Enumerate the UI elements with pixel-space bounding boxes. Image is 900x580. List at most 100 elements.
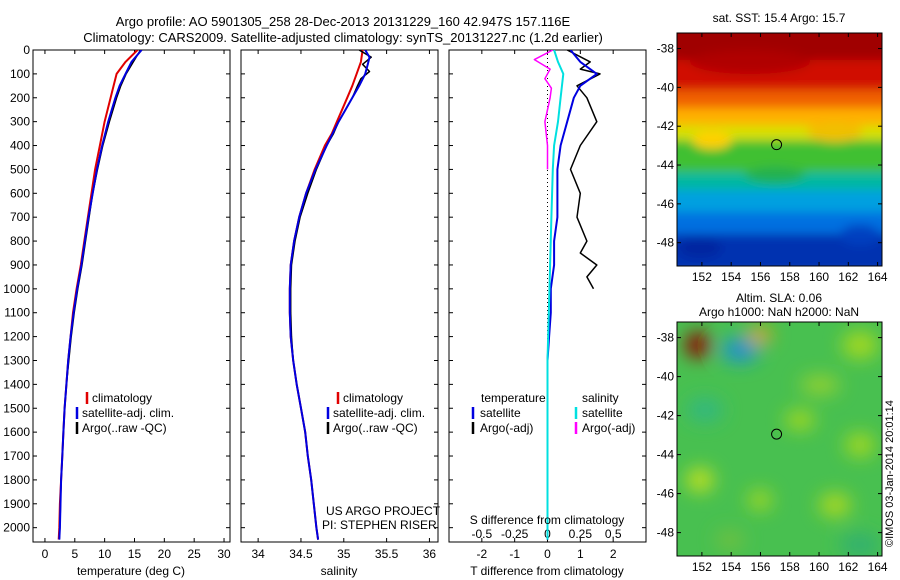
lon-tick-label: 164 bbox=[868, 270, 888, 284]
lon-tick-label: 152 bbox=[692, 560, 712, 574]
lat-tick-label: -38 bbox=[657, 42, 675, 56]
depth-tick-label: 1500 bbox=[3, 401, 30, 415]
lon-tick-label: 154 bbox=[721, 560, 741, 574]
depth-tick-label: 800 bbox=[10, 234, 30, 248]
lon-tick-label: 152 bbox=[692, 270, 712, 284]
legend-label: Argo(..raw -QC) bbox=[82, 421, 167, 435]
lon-tick-label: 158 bbox=[780, 270, 800, 284]
pi-annotation: PI: STEPHEN RISER bbox=[322, 518, 437, 532]
salinity-legend: climatology satellite-adj. clim. Argo(..… bbox=[326, 391, 425, 435]
lat-tick-label: -40 bbox=[657, 370, 675, 384]
sst-map-axes: 152 154 156 158 160 162 164 -38 -40 -42 -44 -46 -48 bbox=[657, 33, 888, 284]
difference-top-tick-label: -0.5 bbox=[471, 527, 492, 541]
legend-label: climatology bbox=[343, 391, 403, 405]
difference-x-tick-label: -1 bbox=[509, 547, 520, 561]
depth-tick-label: 300 bbox=[10, 115, 30, 129]
temperature-x-tick-label: 25 bbox=[188, 547, 202, 561]
difference-x-tick-label: 1 bbox=[577, 547, 584, 561]
lat-tick-label: -38 bbox=[657, 331, 675, 345]
depth-tick-label: 1800 bbox=[3, 473, 30, 487]
lat-tick-label: -44 bbox=[657, 448, 675, 462]
legend-label: Argo(-adj) bbox=[480, 421, 533, 435]
difference-top-tick-label: 0.25 bbox=[569, 527, 593, 541]
sst-map-frame bbox=[676, 32, 883, 267]
salinity-x-tick-label: 35 bbox=[337, 547, 351, 561]
difference-lines bbox=[533, 50, 601, 542]
lon-tick-label: 160 bbox=[809, 270, 829, 284]
title-line-2: Climatology: CARS2009. Satellite-adjuste… bbox=[83, 30, 603, 45]
difference-top-tick-label: 0.5 bbox=[605, 527, 622, 541]
depth-tick-label: 0 bbox=[23, 43, 30, 57]
legend-label: climatology bbox=[92, 391, 152, 405]
lat-tick-label: -46 bbox=[657, 197, 675, 211]
sla-map-title-1: Altim. SLA: 0.06 bbox=[736, 291, 822, 305]
lon-tick-label: 154 bbox=[721, 270, 741, 284]
depth-tick-label: 1300 bbox=[3, 353, 30, 367]
legend-label: satellite-adj. clim. bbox=[82, 406, 174, 420]
depth-tick-label: 1600 bbox=[3, 425, 30, 439]
sst-map-title: sat. SST: 15.4 Argo: 15.7 bbox=[713, 11, 846, 25]
legend-label: Argo(-adj) bbox=[582, 421, 635, 435]
depth-tick-label: 1000 bbox=[3, 282, 30, 296]
lon-tick-label: 160 bbox=[809, 560, 829, 574]
depth-tick-label: 1200 bbox=[3, 330, 30, 344]
salinity-x-tick-label: 34.5 bbox=[289, 547, 313, 561]
satellite-temperature-line bbox=[58, 50, 143, 540]
temperature-panel bbox=[32, 49, 231, 543]
argo-position-marker bbox=[771, 428, 783, 440]
legend-label: satellite bbox=[480, 406, 521, 420]
depth-tick-label: 1700 bbox=[3, 449, 30, 463]
lat-tick-label: -48 bbox=[657, 526, 675, 540]
legend-title-temperature: temperature bbox=[481, 391, 546, 405]
depth-tick-label: 700 bbox=[10, 210, 30, 224]
difference-x-tick-label: -2 bbox=[476, 547, 487, 561]
temperature-lines bbox=[57, 50, 143, 540]
salinity-x-tick-label: 36 bbox=[423, 547, 437, 561]
depth-tick-label: 1100 bbox=[4, 306, 30, 320]
temperature-x-tick-label: 5 bbox=[71, 547, 78, 561]
lon-tick-label: 164 bbox=[868, 560, 888, 574]
depth-tick-label: 1900 bbox=[3, 497, 30, 511]
lat-tick-label: -42 bbox=[657, 119, 675, 133]
satellite-salinity-line bbox=[288, 50, 371, 540]
depth-tick-label: 100 bbox=[10, 67, 30, 81]
salinity-panel bbox=[240, 49, 439, 543]
salinity-xlabel: salinity bbox=[321, 564, 358, 578]
project-annotation: US ARGO PROJECT bbox=[326, 504, 441, 518]
satellite-salinity-difference-line bbox=[546, 50, 565, 540]
difference-top-tick-label: -0.25 bbox=[501, 527, 529, 541]
depth-tick-label: 900 bbox=[10, 258, 30, 272]
salinity-x-tick-label: 35.5 bbox=[375, 547, 399, 561]
depth-tick-label: 2000 bbox=[3, 521, 30, 535]
imos-stamp: ©IMOS 03-Jan-2014 20:01:14 bbox=[884, 400, 896, 547]
depth-tick-label: 200 bbox=[10, 91, 30, 105]
argo-position-marker bbox=[771, 139, 783, 151]
depth-tick-label: 1400 bbox=[3, 377, 30, 391]
salinity-lines bbox=[288, 50, 372, 540]
difference-x-tick-label: 0 bbox=[544, 547, 551, 561]
temperature-legend: climatology satellite-adj. clim. Argo(..… bbox=[75, 391, 174, 435]
argo-salinity-difference-line bbox=[533, 50, 554, 170]
difference-x-tick-label: 2 bbox=[610, 547, 617, 561]
difference-xlabel: T difference from climatology bbox=[470, 564, 624, 578]
lat-tick-label: -46 bbox=[657, 487, 675, 501]
title-line-1: Argo profile: AO 5901305_258 28-Dec-2013… bbox=[116, 14, 571, 29]
temperature-x-tick-label: 30 bbox=[217, 547, 231, 561]
sla-map-frame bbox=[676, 321, 883, 557]
legend-label: satellite bbox=[582, 406, 623, 420]
sla-map-field bbox=[677, 322, 882, 556]
lat-tick-label: -42 bbox=[657, 409, 675, 423]
sst-map-field bbox=[677, 33, 882, 266]
temperature-axes: 0 5 10 15 20 25 300100200300400500600700800900… bbox=[3, 43, 231, 561]
lat-tick-label: -44 bbox=[657, 158, 675, 172]
depth-tick-label: 400 bbox=[10, 139, 30, 153]
lon-tick-label: 162 bbox=[838, 270, 858, 284]
depth-tick-label: 600 bbox=[10, 186, 30, 200]
difference-top-xlabel: S difference from climatology bbox=[470, 513, 625, 527]
salinity-axes: 34 34.5 35 35.5 36 bbox=[241, 49, 438, 561]
legend-label: satellite-adj. clim. bbox=[333, 406, 425, 420]
sla-map-axes: 152 154 156 158 160 162 164 -38 -40 -42 -44 -46 -48 bbox=[657, 322, 888, 574]
temperature-x-tick-label: 0 bbox=[42, 547, 49, 561]
